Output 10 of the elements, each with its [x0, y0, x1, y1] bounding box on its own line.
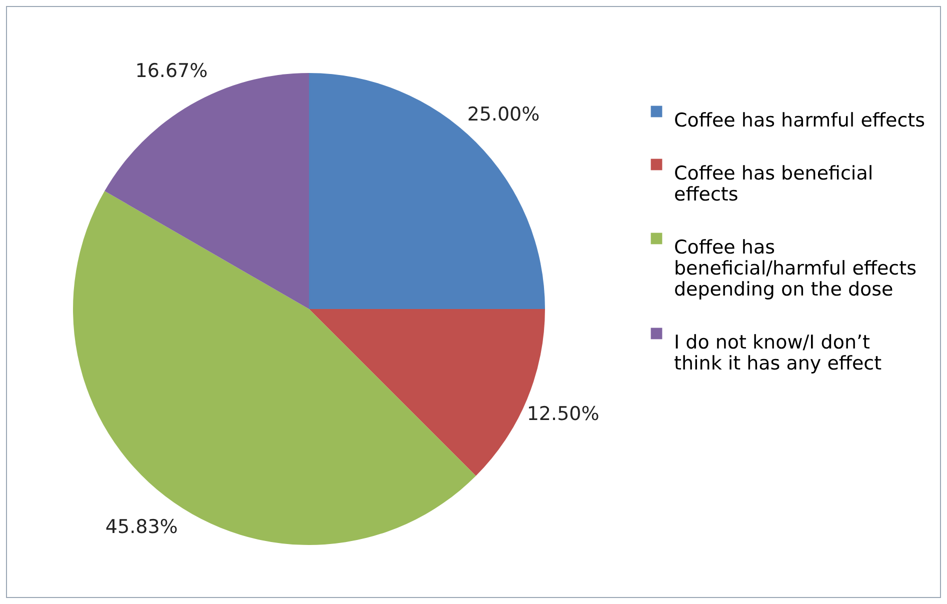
data-label: 45.83%	[105, 516, 178, 538]
data-label: 12.50%	[526, 403, 600, 426]
legend-label: Coffee has beneficial/harmful effects depending on the dose	[674, 236, 916, 300]
data-label: 16.67%	[135, 60, 208, 82]
pie-slice	[73, 191, 476, 545]
data-label: 25.00%	[467, 104, 540, 126]
legend-label: Coffee has beneficial effects	[674, 162, 874, 206]
pie-slice	[309, 73, 545, 309]
legend-label: I do not know/I don’t think it has any effect	[674, 332, 882, 374]
legend-label: Coffee has harmful effects	[674, 110, 926, 132]
